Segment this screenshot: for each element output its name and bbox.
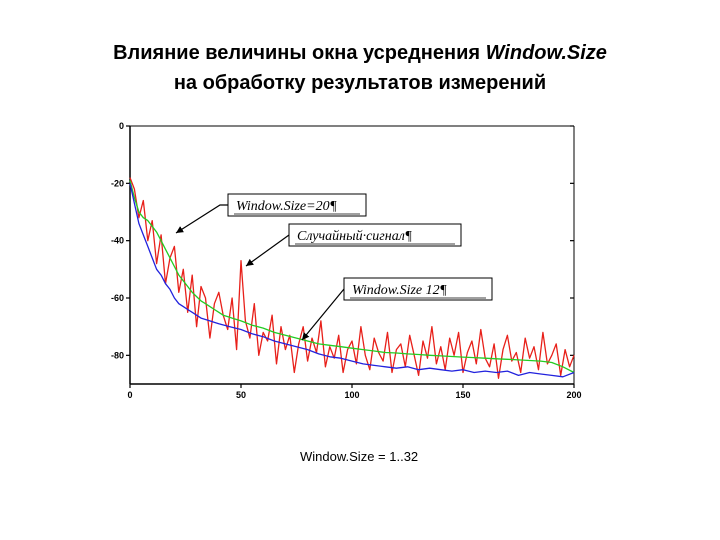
callout-window-20-arrow xyxy=(175,204,228,234)
callout-random-signal-text: Случайный·сигнал¶ xyxy=(297,229,412,244)
window-size-caption: Window.Size = 1..32 xyxy=(300,449,419,464)
callout-window-12-text: Window.Size 12¶ xyxy=(352,283,447,298)
callout-window-20-text: Window.Size=20¶ xyxy=(236,199,337,214)
y-tick-label: 0 xyxy=(119,121,124,131)
title-line-1-prefix: Влияние величины окна усреднения xyxy=(113,42,486,64)
title-line-1: Влияние величины окна усреднения Window.… xyxy=(0,38,720,68)
series-line-window-12 xyxy=(129,183,575,378)
chart-background xyxy=(96,110,606,410)
title-line-2: на обработку результатов измерений xyxy=(173,72,547,94)
series-line-random-signal xyxy=(129,177,575,379)
series-line-window-20 xyxy=(129,180,575,374)
series-group xyxy=(129,177,575,379)
title-line-1-emphasis: Window.Size xyxy=(485,42,607,64)
callout-window-12-arrow xyxy=(301,288,345,341)
line-chart: 0 -20 -40 -60 -80 0 50 100 150 200 Window.Size=20… xyxy=(96,110,606,410)
x-tick-label: 50 xyxy=(236,390,246,400)
y-tick-label: -40 xyxy=(111,236,124,246)
y-tick-label: -60 xyxy=(111,293,124,303)
callout-random-signal-arrow xyxy=(245,234,290,267)
callouts-group: Window.Size=20¶ Случайный·сигнал¶ Window.S… xyxy=(175,193,493,341)
axis-ticks: 0 -20 -40 -60 -80 0 50 100 150 200 xyxy=(111,121,582,400)
slide-title: Влияние величины окна усреднения Window.… xyxy=(0,38,720,98)
y-tick-label: -80 xyxy=(111,350,124,360)
x-tick-label: 150 xyxy=(455,390,470,400)
x-tick-label: 0 xyxy=(127,390,132,400)
y-tick-label: -20 xyxy=(111,178,124,188)
x-tick-label: 100 xyxy=(344,390,359,400)
x-tick-label: 200 xyxy=(566,390,581,400)
